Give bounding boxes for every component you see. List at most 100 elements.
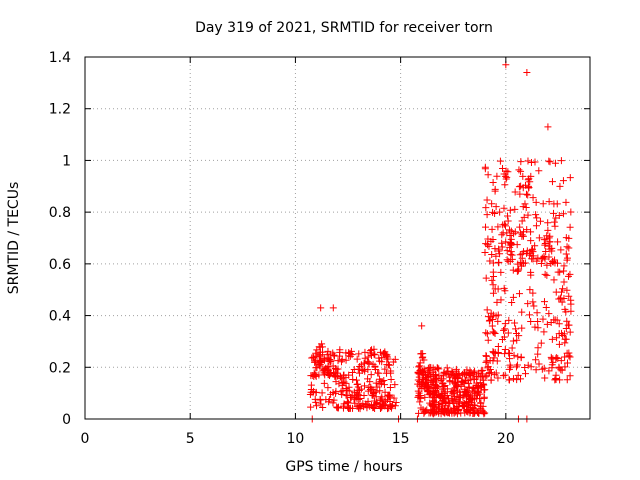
data-point [414,368,422,376]
data-point [515,166,523,174]
data-point [565,244,573,252]
data-point [545,242,553,250]
data-point [368,391,376,399]
data-point [558,298,566,306]
data-point [484,336,492,344]
data-point [494,343,502,351]
data-point [488,315,496,323]
data-point [511,319,519,327]
data-point [552,354,560,362]
data-point [527,363,535,371]
data-point [382,352,390,360]
chart-title: Day 319 of 2021, SRMTID for receiver tor… [195,20,493,36]
data-point [499,326,507,334]
data-point [507,239,515,247]
data-point [497,296,505,304]
data-point [536,217,544,225]
data-point [376,387,384,395]
data-point [518,308,526,316]
data-point [426,363,434,371]
data-point [482,329,490,337]
data-point [457,382,465,390]
data-point [555,364,563,372]
data-point [320,379,328,387]
data-point [320,366,328,374]
data-point [513,241,521,249]
data-point [466,367,474,375]
data-point [435,409,443,417]
data-point [535,167,543,175]
data-point [504,217,512,225]
data-point [507,250,515,258]
data-point [491,329,499,337]
data-point [390,394,398,402]
data-point [483,357,491,365]
data-point [342,391,350,399]
data-point [491,185,499,193]
data-point [562,234,570,242]
data-point [500,220,508,228]
data-point [525,251,533,259]
data-point [498,231,506,239]
data-point [307,372,315,380]
data-point [555,330,563,338]
data-point [527,237,535,245]
data-point [525,311,533,319]
data-point [509,293,517,301]
data-point [324,384,332,392]
data-point [554,259,562,267]
data-point [549,358,557,366]
data-point [334,357,342,365]
data-point [557,157,565,165]
data-point [313,402,321,410]
data-point [493,298,501,306]
data-point [440,369,448,377]
data-point [429,410,437,418]
data-point [524,300,532,308]
data-point [513,376,521,384]
data-point [520,213,528,221]
data-point [312,349,320,357]
data-point [553,334,561,342]
data-point [565,321,573,329]
y-axis-title: SRMTID / TECUs [6,182,22,295]
data-point [563,317,571,325]
data-point [465,400,473,408]
data-point [499,221,507,229]
data-point [329,362,337,370]
data-point [526,178,534,186]
data-point [488,251,496,259]
data-point [562,198,570,206]
data-point [494,223,502,231]
data-point [529,298,537,306]
data-point [460,370,468,378]
data-point [312,364,320,372]
data-point [361,354,369,362]
data-point [415,363,423,371]
data-point [329,349,337,357]
data-point [533,257,541,265]
data-point [540,252,548,260]
data-point [489,236,497,244]
data-point [477,367,485,375]
data-point [534,254,542,262]
data-point [474,373,482,381]
data-point [435,404,443,412]
data-point [342,349,350,357]
data-point [532,366,540,374]
data-point [529,255,537,263]
data-point [467,369,475,377]
data-point [496,157,504,165]
data-point [498,335,506,343]
data-point [483,330,491,338]
data-point [452,380,460,388]
data-point [338,382,346,390]
data-point [484,171,492,179]
data-point [468,396,476,404]
data-point [508,344,516,352]
data-point [450,386,458,394]
data-point [545,310,553,318]
data-point [384,405,392,413]
data-point [481,386,489,394]
data-point [566,372,574,380]
